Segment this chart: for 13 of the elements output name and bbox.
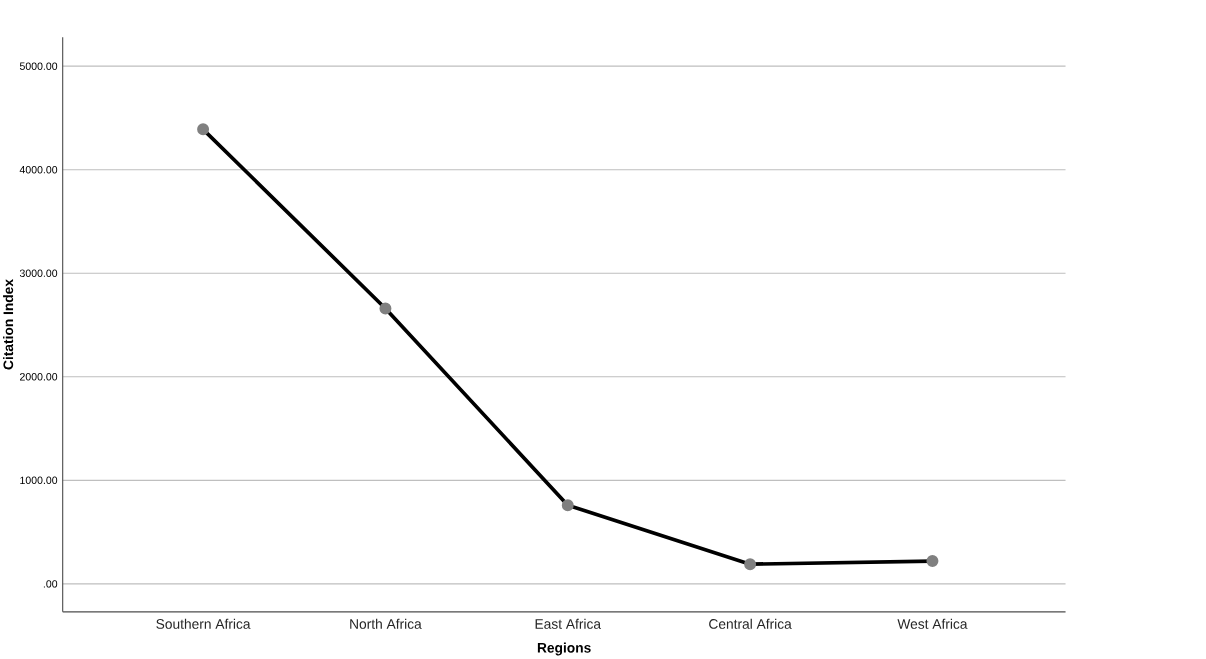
x-tick-label: Central Africa [709,618,792,629]
x-axis-title: Regions [537,642,591,656]
x-tick-label: North Africa [350,618,422,629]
x-tick-label: East Africa [535,618,602,629]
y-axis-title: Citation Index [3,278,14,370]
y-tick-label: .00 [43,579,58,588]
y-tick-label: 1000.00 [20,476,58,484]
y-tick-label: 2000.00 [20,372,58,381]
y-tick-label: 3000.00 [19,269,58,277]
x-tick-label: Southern Africa [156,618,251,629]
x-tick-label: West Africa [897,618,968,629]
y-tick-label: 5000.00 [19,62,58,70]
y-tick-label: 4000.00 [19,165,58,174]
